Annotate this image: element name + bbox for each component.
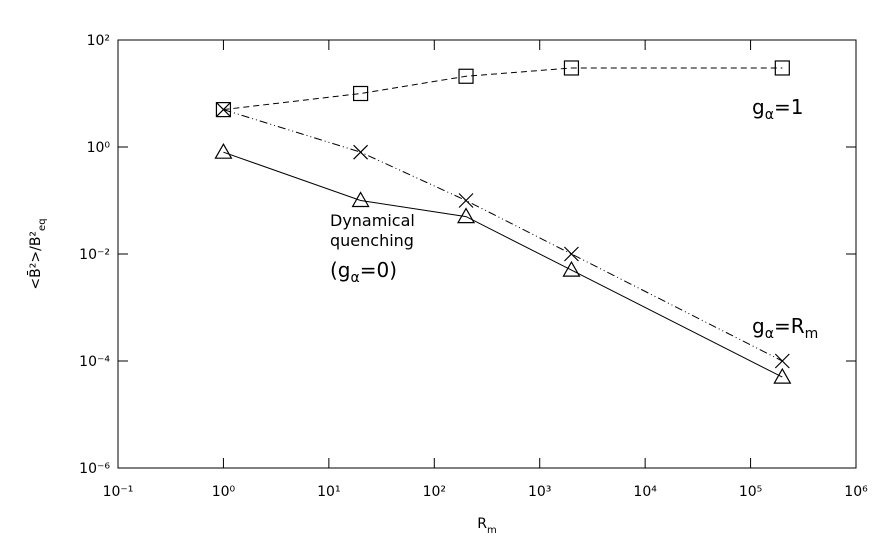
- x-label-sub: m: [487, 525, 497, 536]
- cross-marker: [216, 102, 231, 118]
- x-tick-label: 10¹: [317, 484, 340, 500]
- x-tick-label: 10²: [423, 484, 446, 500]
- y-tick-label: 10⁻⁴: [79, 354, 110, 370]
- annotation-text: =0): [360, 258, 397, 282]
- x-tick-label: 10⁵: [739, 484, 762, 500]
- annotation: Dynamical: [330, 211, 415, 230]
- square-marker: [563, 60, 580, 76]
- series-line: [223, 109, 783, 362]
- x-tick-label: 10⁻¹: [103, 484, 134, 500]
- annotation-text: =R: [774, 314, 805, 338]
- annotation: (gα=0): [330, 258, 397, 286]
- square-marker: [352, 85, 369, 102]
- annotation: quenching: [330, 231, 414, 250]
- square-marker: [774, 60, 790, 76]
- annotation-text: g: [752, 314, 765, 338]
- annotation-text: Dynamical: [330, 211, 415, 230]
- cross-marker: [564, 246, 579, 262]
- cross-marker: [774, 353, 790, 369]
- y-tick-label: 10⁰: [87, 140, 111, 156]
- annotation-text: (g: [330, 258, 351, 282]
- y-label-main: <B̄²>/B²: [26, 231, 44, 290]
- x-tick-label: 10⁴: [633, 484, 657, 500]
- x-tick-label: 10⁶: [844, 484, 868, 500]
- series-line: [223, 67, 783, 111]
- annotation-sub: α: [765, 107, 774, 123]
- square-marker: [215, 102, 232, 118]
- annotation-sub: α: [351, 270, 360, 286]
- annotation: gα=Rm: [752, 314, 818, 342]
- y-axis-label: <B̄²>/B²eq: [26, 218, 48, 289]
- annotation-sub: m: [805, 326, 819, 342]
- x-tick-label: 10⁰: [212, 484, 236, 500]
- annotation-text: quenching: [330, 231, 414, 250]
- triangle-marker: [456, 207, 476, 224]
- cross-marker: [458, 193, 474, 208]
- y-tick-label: 10⁻⁶: [79, 461, 110, 477]
- x-label-main: R: [477, 516, 487, 532]
- x-tick-label: 10³: [528, 484, 551, 500]
- y-tick-label: 10²: [87, 33, 110, 49]
- x-axis-label: Rm: [477, 516, 496, 536]
- series-line: [223, 151, 783, 378]
- triangle-marker: [351, 191, 370, 208]
- triangle-marker: [773, 367, 792, 384]
- cross-marker: [353, 144, 369, 160]
- annotation: gα=1: [752, 95, 803, 123]
- annotation-text: g: [752, 95, 765, 119]
- y-label-sub: eq: [37, 218, 48, 231]
- square-marker: [458, 68, 474, 84]
- triangle-marker: [562, 260, 581, 277]
- annotation-text: =1: [774, 95, 803, 119]
- triangle-marker: [214, 142, 233, 159]
- annotation-sub: α: [765, 326, 774, 342]
- y-tick-label: 10⁻²: [79, 247, 110, 263]
